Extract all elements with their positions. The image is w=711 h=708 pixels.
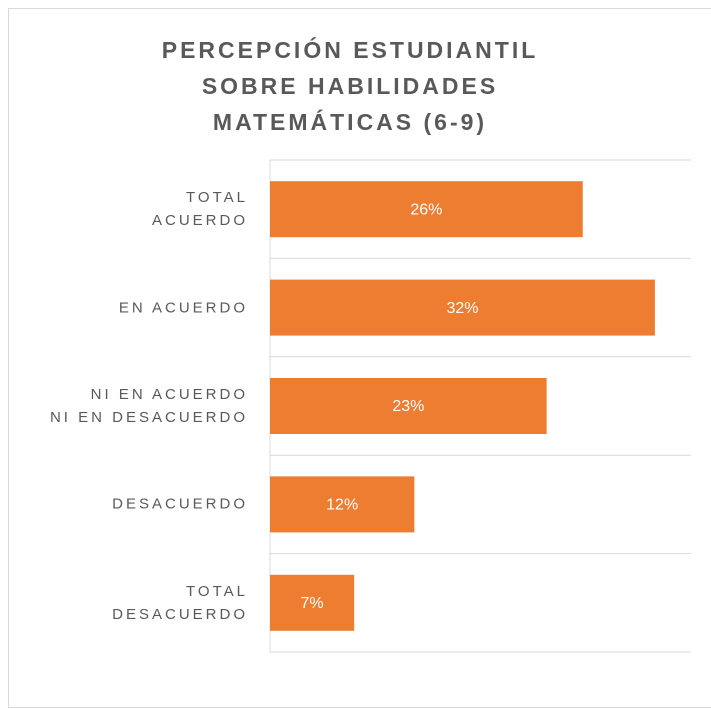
value-label: 7% xyxy=(301,595,324,612)
category-label: NI EN ACUERDO NI EN DESACUERDO xyxy=(49,386,248,426)
category-label: TOTAL DESACUERDO xyxy=(112,582,248,623)
bar xyxy=(270,378,547,434)
bar xyxy=(270,574,355,631)
chart: PERCEPCIÓN ESTUDIANTIL SOBRE HABILIDADES… xyxy=(8,8,711,708)
value-label: 23% xyxy=(392,398,424,415)
value-label: 26% xyxy=(410,201,442,218)
chart-title: PERCEPCIÓN ESTUDIANTIL SOBRE HABILIDADES… xyxy=(161,37,539,135)
category-label: EN ACUERDO xyxy=(118,299,248,317)
category-label: TOTAL ACUERDO xyxy=(151,189,248,230)
bar xyxy=(270,279,655,336)
value-label: 12% xyxy=(326,497,358,514)
bar xyxy=(270,476,415,533)
value-label: 32% xyxy=(446,300,478,317)
plot: 26% 32% 23% 12% 7% xyxy=(269,159,691,653)
category-label: DESACUERDO xyxy=(112,495,248,513)
bar xyxy=(270,181,583,238)
